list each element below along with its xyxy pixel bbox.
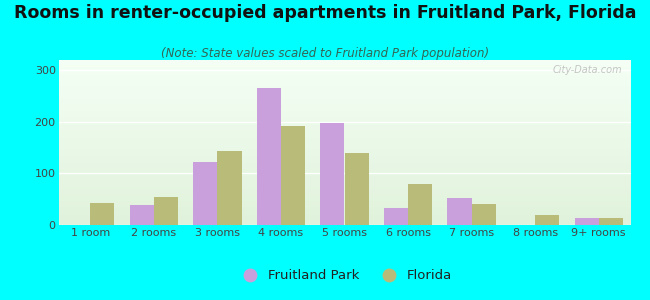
Bar <box>281 126 305 225</box>
Bar <box>257 88 281 225</box>
Bar <box>447 198 472 225</box>
Text: (Note: State values scaled to Fruitland Park population): (Note: State values scaled to Fruitland … <box>161 46 489 59</box>
Bar <box>344 153 369 225</box>
Bar <box>472 204 496 225</box>
Bar <box>193 162 217 225</box>
Bar <box>575 218 599 225</box>
Bar <box>154 196 178 225</box>
Bar <box>130 206 154 225</box>
Bar <box>535 215 559 225</box>
Bar <box>90 203 114 225</box>
Bar <box>599 218 623 225</box>
Text: Rooms in renter-occupied apartments in Fruitland Park, Florida: Rooms in renter-occupied apartments in F… <box>14 4 636 22</box>
Bar <box>217 151 242 225</box>
Legend: Fruitland Park, Florida: Fruitland Park, Florida <box>231 264 458 288</box>
Bar <box>408 184 432 225</box>
Bar <box>320 123 344 225</box>
Bar <box>384 208 408 225</box>
Text: City-Data.com: City-Data.com <box>552 65 622 75</box>
